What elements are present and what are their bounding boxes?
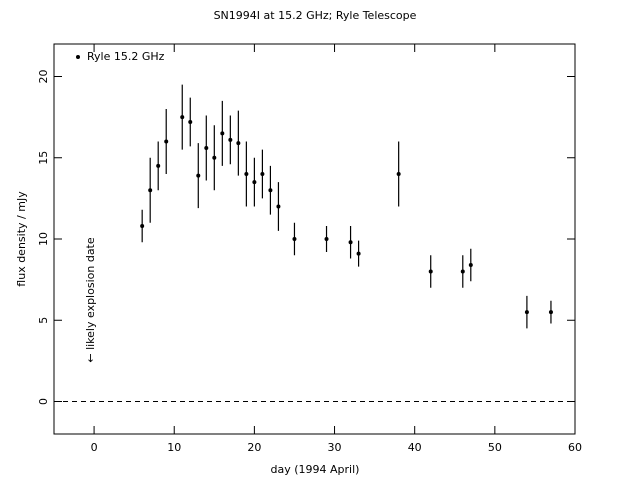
y-tick-label: 0: [37, 398, 50, 405]
data-point: [196, 173, 201, 178]
data-point: [204, 146, 209, 150]
plot-frame: [53, 43, 576, 435]
data-point: [188, 120, 193, 124]
x-tick-label: 30: [328, 441, 342, 454]
legend-marker: [76, 55, 80, 59]
data-point: [140, 224, 145, 228]
data-point: [396, 172, 401, 176]
x-tick-label: 10: [167, 441, 181, 454]
legend-label: Ryle 15.2 GHz: [87, 50, 165, 63]
data-point: [180, 115, 185, 120]
data-point: [292, 237, 297, 241]
x-tick-label: 50: [488, 441, 502, 454]
data-point: [260, 172, 265, 176]
data-point: [356, 251, 361, 256]
x-tick-label: 20: [247, 441, 261, 454]
data-point: [324, 237, 329, 241]
x-axis-label: day (1994 April): [271, 463, 360, 476]
data-point: [460, 269, 465, 274]
chart-title: SN1994I at 15.2 GHz; Ryle Telescope: [214, 9, 417, 22]
y-tick-label: 15: [37, 151, 50, 165]
data-point: [428, 269, 433, 274]
data-point: [548, 310, 553, 315]
annotation: ← likely explosion date: [84, 237, 97, 363]
data-point: [148, 188, 153, 193]
data-point: [348, 240, 353, 245]
y-tick-label: 10: [37, 232, 50, 246]
data-point: [164, 139, 169, 144]
data-point: [212, 155, 217, 160]
x-tick-label: 40: [408, 441, 422, 454]
data-point: [276, 204, 281, 209]
data-point: [156, 163, 161, 168]
data-point: [244, 172, 249, 176]
x-tick-label: 60: [568, 441, 582, 454]
y-tick-label: 20: [37, 70, 50, 84]
data-point: [268, 188, 273, 193]
data-point: [220, 131, 225, 136]
data-point: [228, 137, 233, 142]
y-tick-label: 5: [37, 317, 50, 324]
data-point: [236, 141, 241, 146]
data-point: [468, 263, 473, 267]
data-point: [524, 310, 529, 315]
data-point: [252, 180, 257, 185]
x-tick-label: 0: [91, 441, 98, 454]
y-axis-label: flux density / mJy: [15, 191, 28, 287]
